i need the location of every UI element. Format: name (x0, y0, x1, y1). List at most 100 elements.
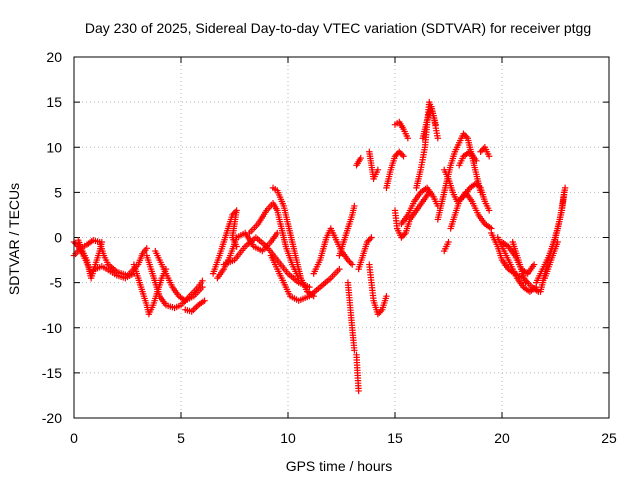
data-point (463, 133, 470, 140)
data-point (477, 148, 484, 155)
series-trace-6 (152, 247, 206, 304)
data-point (199, 283, 206, 291)
x-tick-label: 0 (70, 430, 78, 446)
series-trace-30 (447, 189, 495, 232)
data-point (404, 135, 412, 142)
data-point (401, 231, 408, 238)
data-point (445, 238, 452, 246)
series-trace-12 (269, 184, 317, 300)
data-point (336, 265, 343, 273)
data-point (478, 147, 486, 154)
data-point (357, 154, 364, 162)
series-trace-37 (509, 238, 529, 286)
y-tick-label: -15 (42, 365, 62, 381)
series-trace-40 (541, 238, 561, 282)
data-point (98, 238, 106, 246)
data-point (397, 150, 404, 157)
data-point (366, 235, 374, 243)
plot-frame (73, 56, 610, 419)
data-point (351, 347, 358, 354)
data-point (374, 311, 382, 318)
data-point (522, 279, 529, 286)
series-trace-15 (336, 202, 358, 259)
series-trace-27 (419, 103, 439, 142)
data-point (461, 132, 469, 139)
series-trace-16 (344, 279, 358, 354)
series-trace-10 (220, 234, 313, 291)
series-trace-31 (456, 148, 480, 169)
data-point (398, 151, 406, 158)
x-axis-label: GPS time / hours (286, 458, 393, 474)
series-trace-32 (441, 238, 452, 255)
y-tick-label: -5 (50, 275, 63, 291)
data-point (376, 309, 383, 316)
y-tick-label: -20 (42, 410, 62, 426)
x-tick-label: 15 (387, 430, 403, 446)
series-trace-18 (355, 234, 375, 273)
series-trace-8 (209, 207, 240, 277)
tick-labels: 0 5 10 15 20 25 -20 -15 -10 -5 0 5 10 15 20 (42, 49, 617, 446)
data-point (485, 153, 493, 160)
chart-title: Day 230 of 2025, Sidereal Day-to-day VTE… (85, 20, 591, 36)
data-point (274, 229, 281, 237)
series-trace-19 (366, 261, 390, 318)
data-point (432, 121, 439, 128)
data-point (474, 181, 481, 189)
series-trace-13 (267, 252, 343, 304)
data-point (363, 238, 371, 246)
data-point (560, 189, 568, 196)
data-point (473, 180, 480, 187)
y-tick-label: 15 (46, 94, 62, 110)
data-point (368, 234, 375, 241)
data-point (393, 151, 400, 158)
data-point (434, 135, 441, 142)
data-point (377, 308, 384, 315)
y-tick-label: 20 (46, 49, 62, 65)
plot-points (70, 98, 569, 395)
x-tick-label: 20 (494, 430, 510, 446)
data-point (346, 258, 353, 265)
data-point (473, 157, 480, 164)
series-trace-35 (494, 234, 540, 295)
data-point (201, 297, 208, 304)
data-point (530, 261, 538, 268)
data-point (351, 202, 358, 210)
series-trace-3 (75, 237, 106, 282)
series-trace-23 (391, 118, 412, 142)
data-point (199, 277, 206, 285)
data-point (355, 387, 362, 395)
data-point (349, 261, 356, 268)
data-point (383, 292, 390, 300)
y-tick-label: 5 (54, 184, 62, 200)
y-axis-label: SDTVAR / TECUs (6, 183, 22, 295)
grid (74, 57, 609, 418)
y-tick-label: 10 (46, 139, 62, 155)
series-trace-24 (391, 189, 433, 241)
data-point (190, 306, 197, 314)
data-point (400, 153, 407, 160)
data-point (554, 238, 561, 246)
series-trace-39 (537, 189, 568, 295)
data-point (561, 184, 569, 192)
data-point (460, 130, 467, 137)
series-trace-21 (366, 148, 382, 183)
data-point (398, 234, 405, 241)
series-trace-25 (398, 184, 441, 228)
data-point (396, 148, 403, 155)
x-tick-label: 10 (280, 430, 296, 446)
data-point (365, 237, 372, 244)
data-point (485, 207, 493, 214)
series-trace-22 (383, 148, 407, 192)
data-point (374, 166, 382, 174)
data-point (344, 256, 352, 264)
series-trace-20 (353, 154, 364, 169)
data-point (72, 240, 79, 247)
series-trace-17 (353, 351, 362, 395)
y-tick-label: 0 (54, 230, 62, 246)
series-trace-26 (413, 98, 441, 192)
series-trace-7 (182, 297, 208, 315)
data-point (399, 232, 407, 240)
data-point (347, 259, 354, 267)
series-trace-14 (310, 225, 356, 277)
